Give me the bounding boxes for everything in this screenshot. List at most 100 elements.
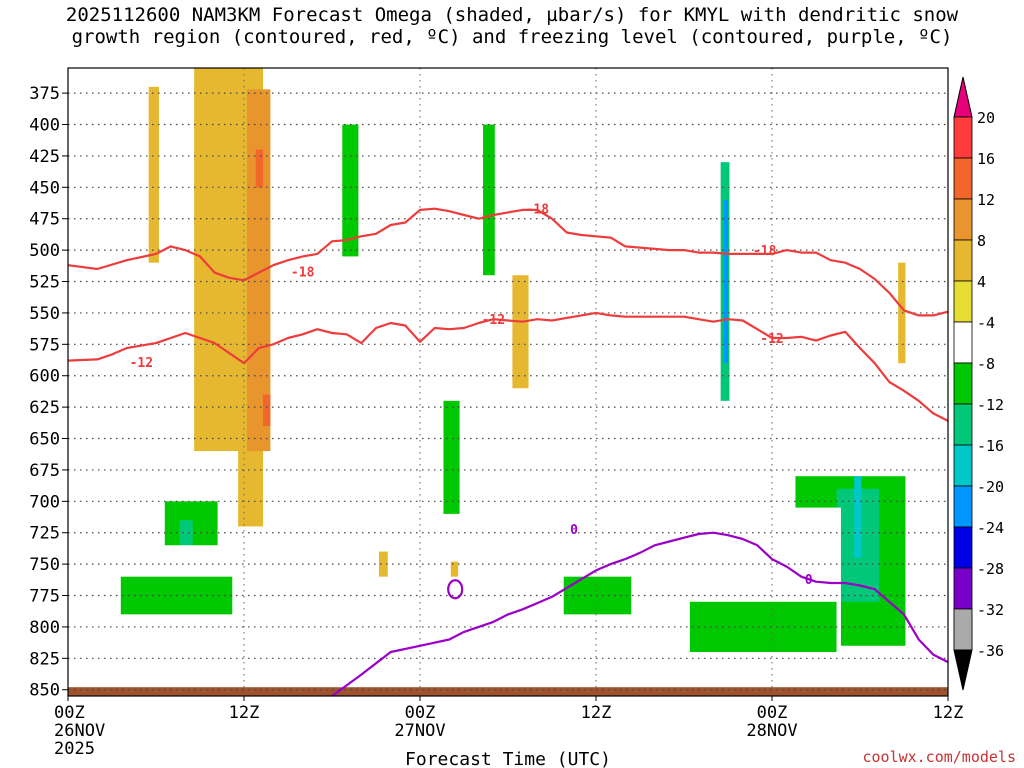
y-tick-label-850: 850: [29, 681, 60, 701]
x-tick-date-2: 27NOV: [394, 721, 445, 741]
y-tick-label-575: 575: [29, 335, 60, 355]
chart-title-line-2: growth region (contoured, red, ºC) and f…: [71, 26, 953, 48]
y-tick-label-425: 425: [29, 147, 60, 167]
contour-label-0-0: -18: [291, 265, 315, 280]
contour-label-1-1: -12: [482, 313, 505, 328]
colorbar-swatch-10: [953, 526, 973, 569]
contour-label-0-2: -18: [753, 244, 777, 259]
y-tick-label-625: 625: [29, 398, 60, 418]
x-tick-label-1: 12Z: [229, 703, 260, 723]
y-tick-label-775: 775: [29, 587, 60, 607]
colorbar-swatch-3: [953, 239, 973, 282]
colorbar-swatch-8: [953, 444, 973, 487]
colorbar-swatch-9: [953, 485, 973, 528]
colorbar-label-6: -8: [977, 355, 995, 373]
watermark: coolwx.com/models: [862, 748, 1016, 766]
y-tick-label-825: 825: [29, 649, 60, 669]
contour-label-0-1: -18: [526, 203, 550, 218]
plot-frame: [67, 67, 949, 697]
omega-region-29: [688, 275, 742, 489]
chart-title-line-1: 2025112600 NAM3KM Forecast Omega (shaded…: [65, 4, 959, 26]
y-tick-label-800: 800: [29, 618, 60, 638]
contour-line-1: [68, 311, 948, 422]
contour-lines: -18 -18 -18 -12 -12 -12 0 0: [68, 203, 948, 696]
omega-shading: [68, 68, 948, 684]
colorbar-swatch-11: [953, 567, 973, 610]
colorbar-swatch-6: [953, 362, 973, 405]
colorbar-top-arrow: [953, 76, 973, 118]
omega-region-5: [512, 275, 529, 389]
omega-region-14: [398, 68, 442, 257]
colorbar-label-9: -20: [977, 478, 1004, 496]
omega-region-40: [689, 601, 837, 653]
y-tick-label-450: 450: [29, 178, 60, 198]
contour-line-0: [68, 207, 948, 317]
omega-region-8: [378, 551, 388, 577]
ground-surface: [68, 687, 948, 696]
colorbar-swatch-5: [953, 321, 973, 364]
colorbar-label-10: -24: [977, 519, 1004, 537]
y-tick-label-650: 650: [29, 430, 60, 450]
y-tick-label-600: 600: [29, 367, 60, 387]
omega-region-39: [685, 526, 792, 590]
y-tick-label-400: 400: [29, 116, 60, 136]
x-tick-label-2: 00Z: [405, 703, 436, 723]
grid-lines: [67, 68, 949, 696]
colorbar-label-5: -4: [977, 314, 995, 332]
omega-region-38: [512, 507, 841, 684]
colorbar-swatch-1: [953, 157, 973, 200]
colorbar-swatch-7: [953, 403, 973, 446]
contour-label-2-0: 0: [570, 523, 578, 538]
y-tick-label-375: 375: [29, 84, 60, 104]
x-tick-label-3: 12Z: [581, 703, 612, 723]
x-tick-year-0: 2025: [54, 739, 95, 759]
omega-region-31: [723, 199, 728, 364]
omega-region-2: [255, 149, 264, 188]
y-tick-label-725: 725: [29, 524, 60, 544]
omega-region-4: [148, 86, 159, 263]
contour-label-2-1: 0: [805, 573, 813, 588]
x-tick-date-4: 28NOV: [746, 721, 797, 741]
y-tick-label-675: 675: [29, 461, 60, 481]
colorbar-label-0: 20: [977, 109, 995, 127]
contour-line-2: [331, 531, 948, 696]
y-tick-label-500: 500: [29, 241, 60, 261]
colorbar-bottom-arrow: [953, 649, 973, 691]
x-tick-label-5: 12Z: [933, 703, 964, 723]
omega-region-16: [483, 124, 495, 276]
omega-region-18: [443, 400, 460, 514]
colorbar-label-4: 4: [977, 273, 986, 291]
y-axis: 375 400 425 450 475 500 525 550 575 600 625 650 675 7…: [29, 84, 68, 701]
omega-region-7: [898, 262, 906, 364]
omega-region-24: [236, 576, 306, 653]
colorbar-label-3: 8: [977, 232, 986, 250]
omega-region-28: [710, 68, 750, 276]
omega-region-13: [342, 124, 359, 257]
ground-band: [68, 687, 948, 696]
colorbar-label-11: -28: [977, 560, 1004, 578]
colorbar-label-8: -16: [977, 437, 1004, 455]
omega-region-26: [703, 256, 708, 288]
y-tick-label-475: 475: [29, 210, 60, 230]
x-tick-label-0: 00Z: [54, 703, 85, 723]
omega-region-37: [854, 476, 862, 558]
colorbar-label-2: 12: [977, 191, 995, 209]
x-tick-label-4: 00Z: [757, 703, 788, 723]
omega-region-1: [246, 89, 271, 452]
contour-label-1-2: -12: [760, 332, 783, 347]
colorbar-swatch-0: [953, 116, 973, 159]
colorbar-swatch-4: [953, 280, 973, 323]
omega-region-11: [289, 68, 312, 433]
contour-loop-0c: [447, 579, 464, 600]
omega-region-27: [689, 143, 695, 182]
y-tick-label-525: 525: [29, 273, 60, 293]
x-tick-date-0: 26NOV: [54, 721, 105, 741]
omega-region-33: [945, 68, 948, 276]
y-tick-label-700: 700: [29, 492, 60, 512]
colorbar-label-7: -12: [977, 396, 1004, 414]
colorbar-label-12: -32: [977, 601, 1004, 619]
colorbar-swatch-13: [953, 608, 973, 651]
colorbar-label-13: -36: [977, 642, 1004, 660]
